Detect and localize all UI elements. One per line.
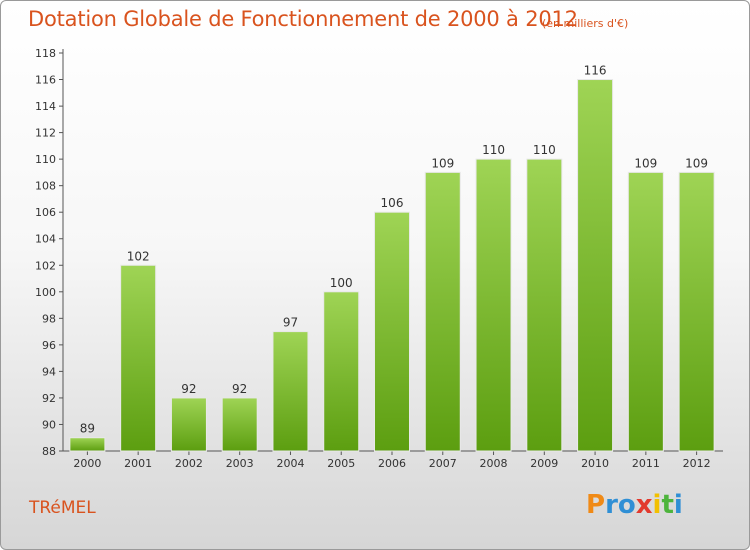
y-tick-label: 92 (42, 392, 56, 405)
y-tick-label: 118 (35, 47, 56, 60)
y-tick-label: 104 (35, 233, 56, 246)
logo-letter: x (635, 490, 653, 520)
y-tick-label: 102 (35, 259, 56, 272)
data-label: 106 (381, 196, 404, 210)
chart-title: Dotation Globale de Fonctionnement de 20… (28, 7, 578, 31)
x-tick-label: 2012 (683, 457, 711, 470)
data-label: 110 (482, 143, 505, 157)
data-label: 102 (127, 249, 150, 263)
y-tick-label: 112 (35, 127, 56, 140)
data-label: 89 (80, 422, 95, 436)
logo-letter: i (673, 490, 683, 520)
proxiti-logo: Proxiti (586, 490, 683, 520)
y-tick-label: 96 (42, 339, 56, 352)
y-tick-label: 88 (42, 445, 56, 458)
bar-2012 (678, 171, 715, 452)
logo-letter: t (661, 490, 674, 520)
bar-2008 (475, 158, 512, 452)
bar-2001 (120, 264, 157, 452)
bar-2007 (424, 171, 461, 452)
commune-name: TRéMEL (29, 498, 96, 518)
x-tick-label: 2001 (124, 457, 152, 470)
logo-letter: i (652, 490, 662, 520)
x-tick-label: 2002 (175, 457, 203, 470)
data-label: 97 (283, 316, 298, 330)
y-tick-label: 110 (35, 153, 56, 166)
bar-2004 (272, 331, 309, 452)
x-tick-label: 2008 (480, 457, 508, 470)
data-label: 100 (330, 276, 353, 290)
y-tick-label: 108 (35, 180, 56, 193)
bar-2002 (170, 397, 207, 452)
y-tick-label: 100 (35, 286, 56, 299)
y-tick-label: 116 (35, 74, 56, 87)
bar-2010 (577, 79, 614, 452)
x-tick-label: 2009 (530, 457, 558, 470)
x-tick-label: 2005 (327, 457, 355, 470)
x-tick-label: 2003 (226, 457, 254, 470)
data-label: 109 (431, 156, 454, 170)
y-tick-label: 98 (42, 312, 56, 325)
y-tick-label: 94 (42, 365, 56, 378)
data-label: 116 (584, 64, 607, 78)
y-tick-label: 106 (35, 206, 56, 219)
data-label: 109 (634, 156, 657, 170)
logo-letter: P (586, 490, 606, 520)
data-label: 92 (181, 382, 196, 396)
y-tick-label: 114 (35, 100, 56, 113)
chart-subtitle: (en milliers d'€) (542, 17, 629, 30)
bar-2003 (221, 397, 258, 452)
x-tick-label: 2004 (276, 457, 304, 470)
data-label: 92 (232, 382, 247, 396)
bar-2011 (627, 171, 664, 452)
x-tick-label: 2000 (73, 457, 101, 470)
y-tick-label: 90 (42, 418, 56, 431)
logo-letter: r (605, 490, 618, 520)
logo-letter: o (617, 490, 636, 520)
bar-2000 (69, 437, 106, 452)
bar-2009 (526, 158, 563, 452)
data-label: 109 (685, 156, 708, 170)
x-tick-label: 2010 (581, 457, 609, 470)
x-tick-label: 2006 (378, 457, 406, 470)
data-label: 110 (533, 143, 556, 157)
x-tick-label: 2011 (632, 457, 660, 470)
bar-2006 (374, 211, 410, 452)
bar-2005 (323, 291, 360, 452)
x-tick-label: 2007 (429, 457, 457, 470)
